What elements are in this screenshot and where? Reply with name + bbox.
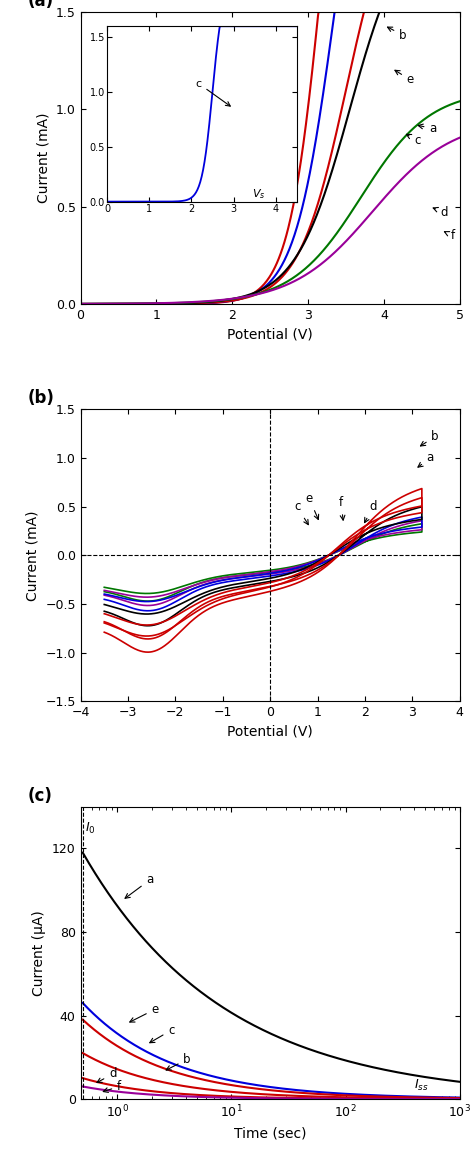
Y-axis label: Current (μA): Current (μA) xyxy=(32,909,46,996)
Text: f: f xyxy=(339,497,345,520)
Text: (a): (a) xyxy=(27,0,54,9)
Text: c: c xyxy=(294,500,309,525)
Y-axis label: Current (mA): Current (mA) xyxy=(36,113,50,204)
Text: d: d xyxy=(365,500,377,522)
Text: (c): (c) xyxy=(27,787,52,805)
X-axis label: Time (sec): Time (sec) xyxy=(234,1126,306,1140)
Text: e: e xyxy=(395,70,414,86)
Text: b: b xyxy=(388,27,407,42)
Text: (b): (b) xyxy=(27,390,55,407)
X-axis label: Potential (V): Potential (V) xyxy=(228,725,313,739)
Text: a: a xyxy=(125,873,154,898)
Text: a: a xyxy=(418,122,437,135)
Text: b: b xyxy=(166,1053,191,1070)
Text: e: e xyxy=(306,492,319,520)
X-axis label: Potential (V): Potential (V) xyxy=(228,327,313,342)
Text: d: d xyxy=(97,1068,117,1083)
Text: $I_{ss}$: $I_{ss}$ xyxy=(414,1078,429,1093)
Text: c: c xyxy=(406,134,420,147)
Text: c: c xyxy=(150,1023,174,1043)
Text: f: f xyxy=(445,229,455,242)
Text: b: b xyxy=(420,430,439,445)
Y-axis label: Current (mA): Current (mA) xyxy=(26,511,40,600)
Text: a: a xyxy=(418,451,434,468)
Text: f: f xyxy=(103,1080,121,1093)
Text: e: e xyxy=(130,1003,159,1022)
Text: $I_0$: $I_0$ xyxy=(85,821,95,836)
Text: d: d xyxy=(433,206,448,219)
